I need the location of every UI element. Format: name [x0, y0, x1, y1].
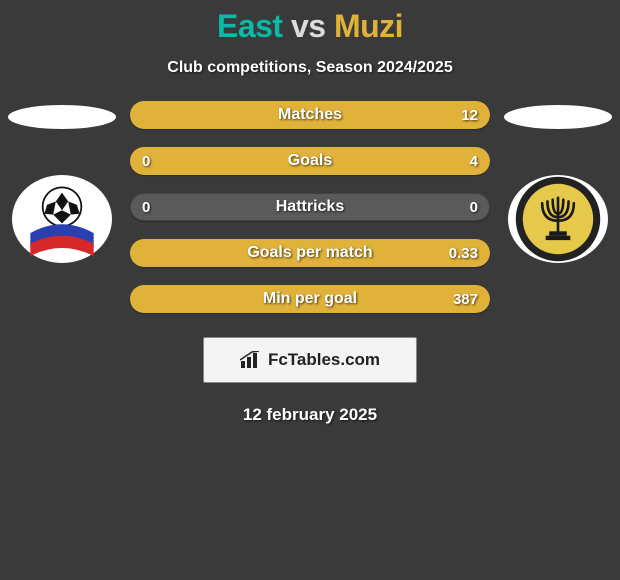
side-right: [498, 101, 618, 263]
stat-value-right: 0: [470, 193, 478, 221]
stat-value-right: 4: [470, 147, 478, 175]
stat-row: Goals0 4: [130, 147, 490, 175]
date-text: 12 february 2025: [0, 405, 620, 425]
stat-row: Min per goal387: [130, 285, 490, 313]
main-row: Matches12Goals04Hattricks00Goals per mat…: [0, 101, 620, 331]
stat-label: Goals: [130, 147, 490, 175]
stat-value-left: 0: [142, 193, 150, 221]
page-title: East vs Muzi: [0, 8, 620, 45]
stat-label: Hattricks: [130, 193, 490, 221]
subtitle: Club competitions, Season 2024/2025: [0, 59, 620, 77]
spotlight-ellipse-left: [8, 105, 116, 129]
stat-value-right: 0.33: [449, 239, 478, 267]
team-east-badge-svg: [12, 175, 112, 263]
bar-chart-icon: [240, 351, 262, 369]
title-left: East: [217, 8, 283, 44]
stat-row: Matches12: [130, 101, 490, 129]
title-vs: vs: [283, 8, 334, 44]
brand-text: FcTables.com: [268, 350, 380, 370]
stat-label: Goals per match: [130, 239, 490, 267]
comparison-card: East vs Muzi Club competitions, Season 2…: [0, 0, 620, 425]
title-right: Muzi: [334, 8, 403, 44]
stat-label: Min per goal: [130, 285, 490, 313]
spotlight-ellipse-right: [504, 105, 612, 129]
stat-row: Hattricks0 0: [130, 193, 490, 221]
team-muzi-badge: [508, 175, 608, 263]
stats-column: Matches12Goals04Hattricks00Goals per mat…: [122, 101, 498, 331]
side-left: [2, 101, 122, 263]
team-muzi-badge-svg: [508, 175, 608, 263]
brand-box[interactable]: FcTables.com: [203, 337, 417, 383]
team-east-badge: [12, 175, 112, 263]
stat-value-right: 12: [461, 101, 478, 129]
stat-value-left: 0: [142, 147, 150, 175]
stat-row: Goals per match0.33: [130, 239, 490, 267]
stat-value-right: 387: [453, 285, 478, 313]
stat-label: Matches: [130, 101, 490, 129]
